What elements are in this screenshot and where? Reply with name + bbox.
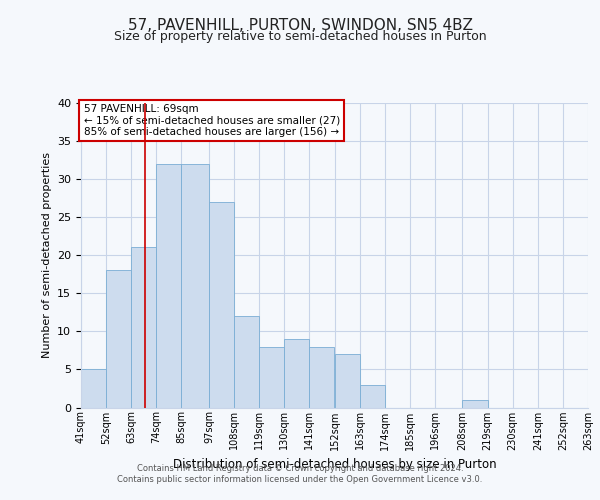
Bar — [335, 354, 359, 408]
Bar — [284, 339, 310, 407]
Text: Contains HM Land Registry data © Crown copyright and database right 2024.: Contains HM Land Registry data © Crown c… — [137, 464, 463, 473]
Bar — [259, 346, 284, 408]
Bar — [359, 384, 385, 407]
Bar — [131, 248, 157, 408]
Bar — [181, 164, 209, 408]
Bar — [209, 202, 234, 408]
Bar — [310, 346, 335, 408]
Bar — [234, 316, 259, 408]
Text: Size of property relative to semi-detached houses in Purton: Size of property relative to semi-detach… — [113, 30, 487, 43]
Bar — [81, 370, 106, 408]
Y-axis label: Number of semi-detached properties: Number of semi-detached properties — [41, 152, 52, 358]
Bar — [463, 400, 488, 407]
Bar — [157, 164, 181, 408]
Text: Contains public sector information licensed under the Open Government Licence v3: Contains public sector information licen… — [118, 475, 482, 484]
Text: 57, PAVENHILL, PURTON, SWINDON, SN5 4BZ: 57, PAVENHILL, PURTON, SWINDON, SN5 4BZ — [128, 18, 473, 32]
X-axis label: Distribution of semi-detached houses by size in Purton: Distribution of semi-detached houses by … — [173, 458, 496, 471]
Bar — [106, 270, 131, 407]
Text: 57 PAVENHILL: 69sqm
← 15% of semi-detached houses are smaller (27)
85% of semi-d: 57 PAVENHILL: 69sqm ← 15% of semi-detach… — [83, 104, 340, 137]
